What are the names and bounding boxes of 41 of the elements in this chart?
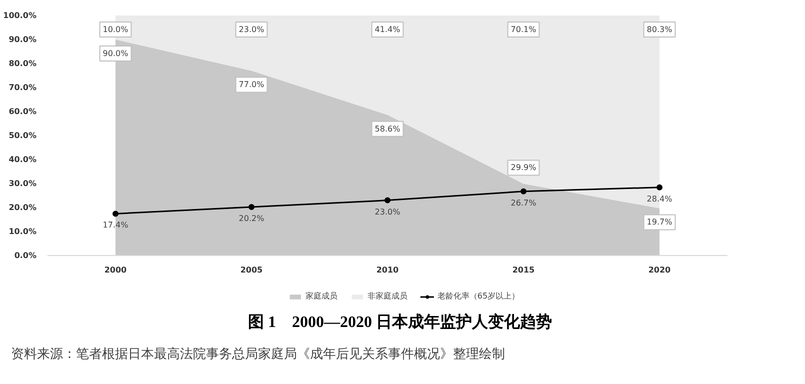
data-label: 19.7%: [646, 218, 673, 227]
text: 资料来源：笔者根据日本最高法院事务总局家庭局《成年后见关系事件概况》整理绘制: [11, 346, 505, 364]
y-tick-label: 20.0%: [8, 203, 37, 212]
data-label: 29.9%: [510, 163, 537, 172]
y-tick-label: 30.0%: [8, 179, 37, 188]
data-label: 28.4%: [646, 194, 673, 204]
y-tick-label: 0.0%: [14, 251, 36, 260]
y-tick-label: 100.0%: [3, 11, 37, 20]
data-label: 58.6%: [374, 124, 401, 134]
data-label: 70.1%: [510, 25, 537, 34]
point: [384, 197, 390, 204]
legend-label: 家庭成员: [305, 290, 338, 302]
y-tick-label: 40.0%: [8, 155, 37, 164]
y-tick-label: 70.0%: [8, 83, 37, 92]
data-label: 90.0%: [102, 49, 129, 58]
x-tick-label: 2005: [240, 266, 264, 274]
y-tick-label: 50.0%: [8, 131, 37, 140]
x-tick-label: 2000: [104, 266, 128, 274]
point: [112, 210, 118, 217]
data-label: 10.0%: [102, 25, 129, 34]
data-label: 41.4%: [374, 25, 401, 34]
y-tick-label: 90.0%: [8, 35, 37, 44]
y-tick-label: 80.0%: [8, 59, 37, 68]
data-label: 23.0%: [238, 25, 265, 34]
legend-label: 非家庭成员: [367, 290, 408, 302]
y-tick-label: 60.0%: [8, 107, 37, 116]
text: 图 1 2000—2020 日本成年监护人变化趋势: [248, 312, 552, 333]
legend-label: 老龄化率（65岁以上）: [437, 290, 520, 302]
x-tick-label: 2015: [512, 266, 536, 274]
data-label: 26.7%: [510, 198, 537, 208]
x-tick-label: 2010: [376, 266, 400, 274]
data-label: 17.4%: [102, 220, 129, 230]
y-tick-label: 10.0%: [8, 227, 37, 236]
data-label: 80.3%: [646, 25, 673, 34]
point: [520, 188, 526, 194]
data-label: 23.0%: [374, 207, 401, 216]
data-label: 77.0%: [238, 80, 265, 90]
point: [656, 184, 662, 190]
x-tick-label: 2020: [648, 266, 672, 274]
data-label: 20.2%: [238, 214, 265, 224]
point: [248, 204, 254, 210]
